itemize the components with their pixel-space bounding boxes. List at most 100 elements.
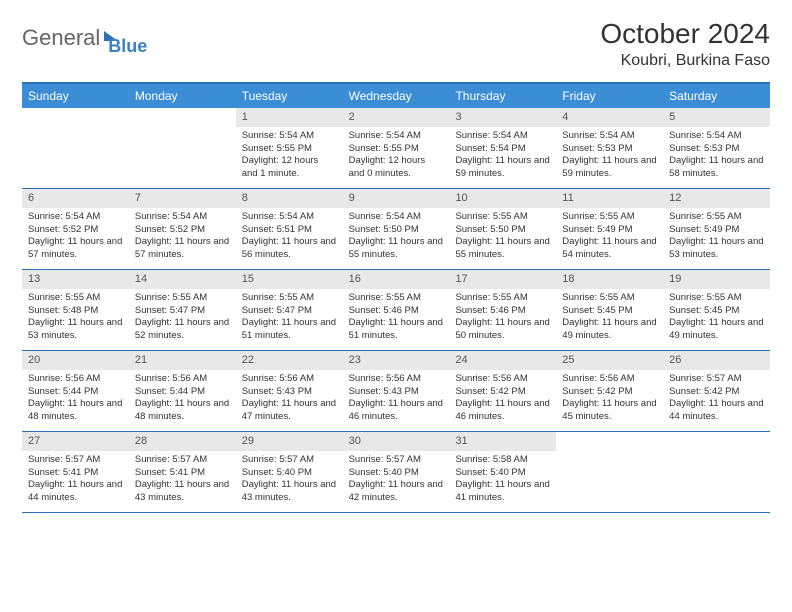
daylight-text: Daylight: 11 hours and 55 minutes. — [455, 236, 550, 262]
sunset-text: Sunset: 5:49 PM — [669, 224, 764, 237]
day-cell: 16Sunrise: 5:55 AMSunset: 5:46 PMDayligh… — [343, 270, 450, 350]
day-number: 27 — [22, 432, 129, 451]
day-content: Sunrise: 5:56 AMSunset: 5:43 PMDaylight:… — [236, 370, 343, 430]
sunset-text: Sunset: 5:46 PM — [455, 305, 550, 318]
weekday-header: SundayMondayTuesdayWednesdayThursdayFrid… — [22, 84, 770, 108]
weekday-label: Sunday — [22, 84, 129, 108]
day-content: Sunrise: 5:55 AMSunset: 5:49 PMDaylight:… — [556, 208, 663, 268]
sunrise-text: Sunrise: 5:54 AM — [242, 130, 337, 143]
sunrise-text: Sunrise: 5:56 AM — [28, 373, 123, 386]
daylight-text: Daylight: 11 hours and 45 minutes. — [562, 398, 657, 424]
day-content: Sunrise: 5:54 AMSunset: 5:50 PMDaylight:… — [343, 208, 450, 268]
sunset-text: Sunset: 5:42 PM — [562, 386, 657, 399]
day-cell: 8Sunrise: 5:54 AMSunset: 5:51 PMDaylight… — [236, 189, 343, 269]
sunset-text: Sunset: 5:44 PM — [28, 386, 123, 399]
daylight-text: Daylight: 11 hours and 49 minutes. — [669, 317, 764, 343]
day-cell: 11Sunrise: 5:55 AMSunset: 5:49 PMDayligh… — [556, 189, 663, 269]
sunrise-text: Sunrise: 5:54 AM — [455, 130, 550, 143]
day-number: 6 — [22, 189, 129, 208]
day-number: 7 — [129, 189, 236, 208]
day-number: 28 — [129, 432, 236, 451]
day-number: 1 — [236, 108, 343, 127]
sunrise-text: Sunrise: 5:54 AM — [669, 130, 764, 143]
day-cell: 9Sunrise: 5:54 AMSunset: 5:50 PMDaylight… — [343, 189, 450, 269]
header: General Blue October 2024 Koubri, Burkin… — [22, 18, 770, 70]
sunset-text: Sunset: 5:55 PM — [242, 143, 337, 156]
sunset-text: Sunset: 5:51 PM — [242, 224, 337, 237]
sunrise-text: Sunrise: 5:56 AM — [349, 373, 444, 386]
sunrise-text: Sunrise: 5:55 AM — [135, 292, 230, 305]
daylight-text: Daylight: 11 hours and 56 minutes. — [242, 236, 337, 262]
day-number: 22 — [236, 351, 343, 370]
sunset-text: Sunset: 5:44 PM — [135, 386, 230, 399]
sunrise-text: Sunrise: 5:57 AM — [242, 454, 337, 467]
sunrise-text: Sunrise: 5:56 AM — [455, 373, 550, 386]
daylight-text: Daylight: 11 hours and 59 minutes. — [562, 155, 657, 181]
sunrise-text: Sunrise: 5:57 AM — [135, 454, 230, 467]
day-cell — [129, 108, 236, 188]
day-content: Sunrise: 5:57 AMSunset: 5:41 PMDaylight:… — [22, 451, 129, 511]
daylight-text: Daylight: 11 hours and 49 minutes. — [562, 317, 657, 343]
day-number: 29 — [236, 432, 343, 451]
sunset-text: Sunset: 5:48 PM — [28, 305, 123, 318]
day-cell: 15Sunrise: 5:55 AMSunset: 5:47 PMDayligh… — [236, 270, 343, 350]
day-cell: 5Sunrise: 5:54 AMSunset: 5:53 PMDaylight… — [663, 108, 770, 188]
sunset-text: Sunset: 5:53 PM — [669, 143, 764, 156]
logo-text-2: Blue — [108, 36, 147, 57]
day-cell: 7Sunrise: 5:54 AMSunset: 5:52 PMDaylight… — [129, 189, 236, 269]
sunrise-text: Sunrise: 5:55 AM — [562, 211, 657, 224]
sunset-text: Sunset: 5:45 PM — [562, 305, 657, 318]
daylight-text: Daylight: 11 hours and 44 minutes. — [28, 479, 123, 505]
day-content: Sunrise: 5:54 AMSunset: 5:52 PMDaylight:… — [129, 208, 236, 268]
daylight-text: Daylight: 11 hours and 57 minutes. — [28, 236, 123, 262]
sunset-text: Sunset: 5:52 PM — [135, 224, 230, 237]
sunrise-text: Sunrise: 5:57 AM — [28, 454, 123, 467]
day-number: 10 — [449, 189, 556, 208]
daylight-text: Daylight: 11 hours and 48 minutes. — [28, 398, 123, 424]
day-number: 18 — [556, 270, 663, 289]
day-content: Sunrise: 5:54 AMSunset: 5:55 PMDaylight:… — [236, 127, 343, 187]
daylight-text: Daylight: 11 hours and 53 minutes. — [28, 317, 123, 343]
day-cell: 18 Sunrise: 5:55 AMSunset: 5:45 PMDayligh… — [556, 270, 663, 350]
day-content: Sunrise: 5:55 AMSunset: 5:46 PMDaylight:… — [449, 289, 556, 349]
daylight-text: Daylight: 11 hours and 54 minutes. — [562, 236, 657, 262]
day-cell: 21Sunrise: 5:56 AMSunset: 5:44 PMDayligh… — [129, 351, 236, 431]
location: Koubri, Burkina Faso — [600, 52, 770, 70]
day-content: Sunrise: 5:56 AMSunset: 5:44 PMDaylight:… — [22, 370, 129, 430]
sunset-text: Sunset: 5:40 PM — [349, 467, 444, 480]
day-cell — [663, 432, 770, 512]
sunset-text: Sunset: 5:43 PM — [242, 386, 337, 399]
sunset-text: Sunset: 5:46 PM — [349, 305, 444, 318]
day-content: Sunrise: 5:55 AMSunset: 5:47 PMDaylight:… — [236, 289, 343, 349]
day-cell: 27Sunrise: 5:57 AMSunset: 5:41 PMDayligh… — [22, 432, 129, 512]
sunset-text: Sunset: 5:52 PM — [28, 224, 123, 237]
sunset-text: Sunset: 5:41 PM — [28, 467, 123, 480]
day-cell: 23Sunrise: 5:56 AMSunset: 5:43 PMDayligh… — [343, 351, 450, 431]
day-content: Sunrise: 5:54 AMSunset: 5:53 PMDaylight:… — [556, 127, 663, 187]
daylight-text: Daylight: 12 hours and 1 minute. — [242, 155, 337, 181]
daylight-text: Daylight: 11 hours and 58 minutes. — [669, 155, 764, 181]
day-number: 21 — [129, 351, 236, 370]
weekday-label: Tuesday — [236, 84, 343, 108]
day-number: 8 — [236, 189, 343, 208]
day-cell: 12Sunrise: 5:55 AMSunset: 5:49 PMDayligh… — [663, 189, 770, 269]
day-cell: 28Sunrise: 5:57 AMSunset: 5:41 PMDayligh… — [129, 432, 236, 512]
day-number: 16 — [343, 270, 450, 289]
daylight-text: Daylight: 11 hours and 44 minutes. — [669, 398, 764, 424]
weekday-label: Friday — [556, 84, 663, 108]
day-number: 14 — [129, 270, 236, 289]
day-cell: 24Sunrise: 5:56 AMSunset: 5:42 PMDayligh… — [449, 351, 556, 431]
weekday-label: Saturday — [663, 84, 770, 108]
sunset-text: Sunset: 5:54 PM — [455, 143, 550, 156]
sunset-text: Sunset: 5:42 PM — [669, 386, 764, 399]
sunrise-text: Sunrise: 5:57 AM — [349, 454, 444, 467]
day-cell: 13Sunrise: 5:55 AMSunset: 5:48 PMDayligh… — [22, 270, 129, 350]
sunset-text: Sunset: 5:47 PM — [135, 305, 230, 318]
day-content: Sunrise: 5:55 AMSunset: 5:48 PMDaylight:… — [22, 289, 129, 349]
day-number: 26 — [663, 351, 770, 370]
day-content: Sunrise: 5:57 AMSunset: 5:42 PMDaylight:… — [663, 370, 770, 430]
day-number: 20 — [22, 351, 129, 370]
sunrise-text: Sunrise: 5:55 AM — [562, 292, 657, 305]
day-cell: 2Sunrise: 5:54 AMSunset: 5:55 PMDaylight… — [343, 108, 450, 188]
sunrise-text: Sunrise: 5:55 AM — [242, 292, 337, 305]
